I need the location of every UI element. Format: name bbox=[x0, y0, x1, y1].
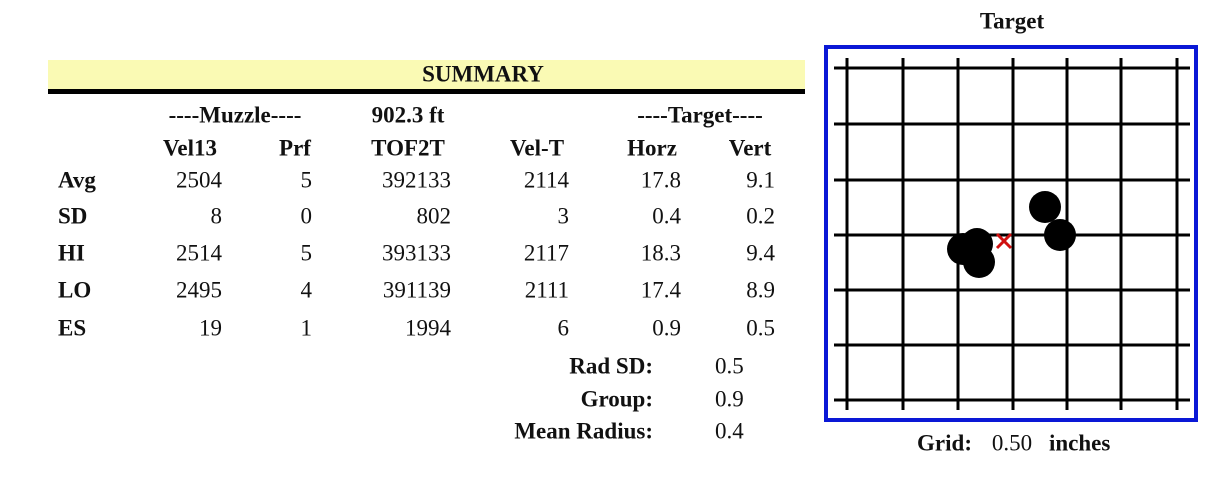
column-header: Prf bbox=[279, 135, 311, 160]
shots bbox=[947, 191, 1076, 278]
group-header: 902.3 ft bbox=[372, 102, 445, 127]
stat-value: 0.9 bbox=[715, 386, 744, 411]
cell: 5 bbox=[301, 240, 313, 265]
target-title: Target bbox=[980, 8, 1045, 33]
stat-value: 0.5 bbox=[715, 353, 744, 378]
row-label: LO bbox=[58, 277, 91, 302]
cell: 391139 bbox=[383, 277, 451, 302]
cell: 2495 bbox=[176, 277, 222, 302]
cell: 8.9 bbox=[746, 277, 775, 302]
stat-label: Mean Radius: bbox=[514, 418, 653, 443]
cell: 19 bbox=[199, 315, 222, 340]
shot bbox=[1029, 191, 1061, 223]
cell: 9.4 bbox=[746, 240, 775, 265]
cell: 4 bbox=[301, 277, 313, 302]
column-header: Vel13 bbox=[163, 135, 217, 160]
cell: 0.4 bbox=[652, 203, 681, 228]
column-header: Vel-T bbox=[510, 135, 564, 160]
cell: 9.1 bbox=[746, 167, 775, 192]
cell: 18.3 bbox=[641, 240, 681, 265]
cell: 2111 bbox=[525, 277, 569, 302]
summary-band bbox=[48, 60, 805, 89]
cell: 0.2 bbox=[746, 203, 775, 228]
cell: 0.5 bbox=[746, 315, 775, 340]
row-label: SD bbox=[58, 203, 87, 228]
row-label: ES bbox=[58, 315, 86, 340]
stat-label: Group: bbox=[581, 386, 653, 411]
cell: 0.9 bbox=[652, 315, 681, 340]
cell: 1 bbox=[301, 315, 313, 340]
column-header: Horz bbox=[627, 135, 677, 160]
row-label: HI bbox=[58, 240, 85, 265]
group-header: ----Muzzle---- bbox=[169, 102, 302, 127]
grid-label: Grid: bbox=[917, 430, 972, 455]
cell: 0 bbox=[301, 203, 313, 228]
stat-label: Rad SD: bbox=[569, 353, 653, 378]
cell: 17.4 bbox=[641, 277, 682, 302]
shot bbox=[1044, 219, 1076, 251]
summary-title: SUMMARY bbox=[422, 61, 544, 86]
summary-rule bbox=[48, 89, 805, 94]
cell: 2514 bbox=[176, 240, 223, 265]
cell: 2117 bbox=[524, 240, 569, 265]
cell: 6 bbox=[558, 315, 570, 340]
group-header: ----Target---- bbox=[637, 102, 763, 127]
stat-value: 0.4 bbox=[715, 418, 744, 443]
grid-unit: inches bbox=[1049, 430, 1110, 455]
cell: 3 bbox=[558, 203, 570, 228]
column-header: TOF2T bbox=[371, 135, 445, 160]
cell: 802 bbox=[417, 203, 452, 228]
target-frame bbox=[824, 45, 1198, 422]
cell: 392133 bbox=[382, 167, 451, 192]
shot bbox=[963, 246, 995, 278]
group-center bbox=[995, 232, 1013, 250]
grid-value: 0.50 bbox=[992, 430, 1032, 455]
cell: 1994 bbox=[405, 315, 452, 340]
row-label: Avg bbox=[58, 167, 96, 192]
cell: 5 bbox=[301, 167, 313, 192]
column-header: Vert bbox=[729, 135, 772, 160]
cell: 393133 bbox=[382, 240, 451, 265]
cell: 2504 bbox=[176, 167, 223, 192]
cell: 2114 bbox=[524, 167, 570, 192]
target-grid bbox=[834, 58, 1190, 410]
cell: 8 bbox=[211, 203, 223, 228]
cell: 17.8 bbox=[641, 167, 681, 192]
